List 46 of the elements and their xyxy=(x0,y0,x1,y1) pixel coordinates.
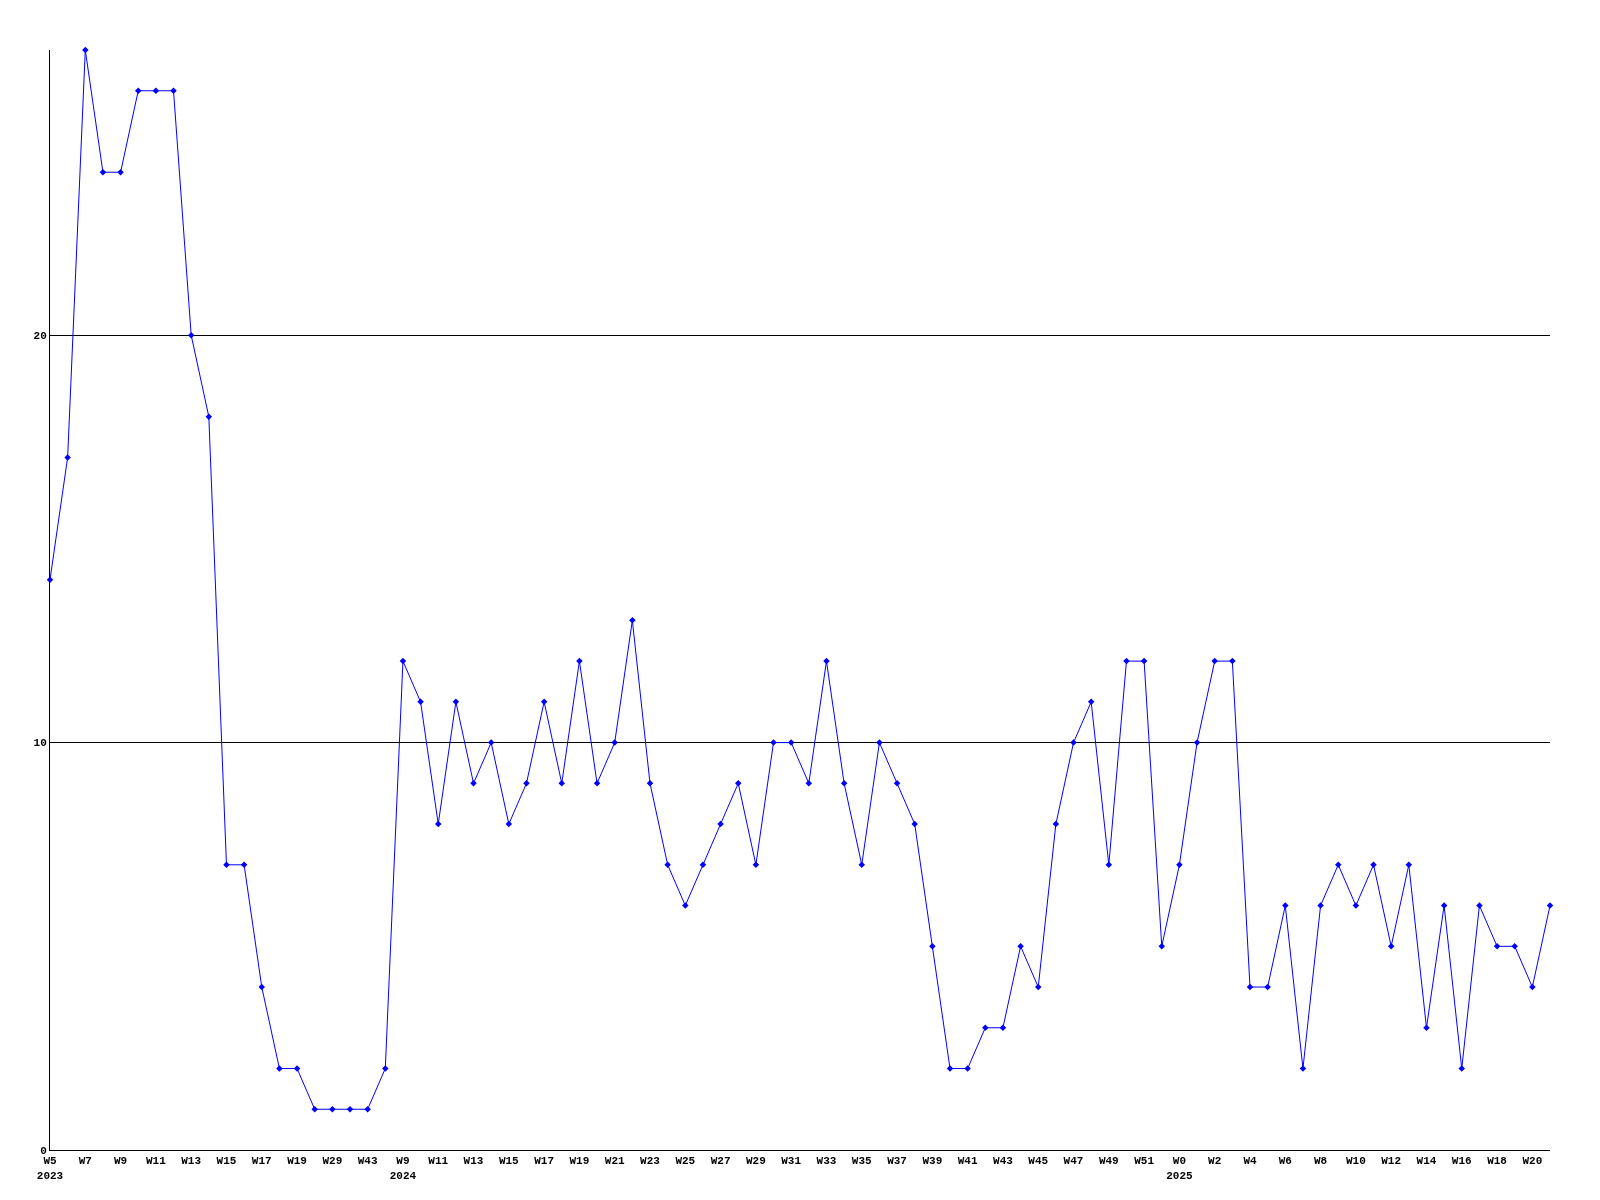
x-tick-label: W13 xyxy=(463,1155,484,1168)
x-tick-label: W14 xyxy=(1416,1155,1437,1168)
x-tick-label: W33 xyxy=(816,1155,837,1168)
x-tick-label: W16 xyxy=(1451,1155,1472,1168)
x-tick-label: W39 xyxy=(922,1155,943,1168)
x-tick-label: W15 xyxy=(216,1155,237,1168)
x-tick-label: W19 xyxy=(287,1155,307,1168)
x-tick-label: W9 xyxy=(113,1155,128,1168)
x-tick-label: W29 xyxy=(745,1155,766,1168)
x-tick-label: W11 xyxy=(145,1155,167,1168)
x-tick-label: W7 xyxy=(78,1155,92,1168)
x-tick-label: W51 xyxy=(1134,1155,1155,1168)
x-tick-label: W6 xyxy=(1278,1155,1292,1168)
x-tick-label: W43 xyxy=(993,1155,1014,1168)
x-tick-label: W5 2023 xyxy=(36,1155,64,1182)
x-tick-label: W27 xyxy=(710,1155,731,1168)
x-tick-label: W35 xyxy=(851,1155,873,1168)
x-tick-label: W29 xyxy=(322,1155,343,1168)
x-tick-label: W0 2025 xyxy=(1166,1155,1194,1182)
x-tick-label: W47 xyxy=(1063,1155,1084,1168)
x-tick-label: W2 xyxy=(1208,1155,1222,1168)
x-tick-label: W17 xyxy=(251,1155,272,1168)
x-tick-label: W41 xyxy=(957,1155,978,1168)
y-tick-label: 20 xyxy=(33,330,47,343)
x-tick-label: W12 xyxy=(1381,1155,1402,1168)
y-tick-label: 10 xyxy=(33,737,47,750)
x-tick-label: W25 xyxy=(675,1155,696,1168)
y-tick-label: 0 xyxy=(40,1144,47,1157)
x-tick-label: W13 xyxy=(181,1155,202,1168)
x-tick-label: W37 xyxy=(887,1155,907,1168)
x-tick-label: W15 xyxy=(498,1155,520,1168)
x-tick-label: W9 2024 xyxy=(389,1155,417,1182)
x-tick-label: W43 xyxy=(357,1155,378,1168)
x-tick-label: W19 xyxy=(569,1155,590,1168)
x-tick-label: W11 xyxy=(428,1155,449,1168)
x-tick-label: W45 xyxy=(1028,1155,1049,1168)
x-tick-label: W18 xyxy=(1487,1155,1508,1168)
x-tick-label: W10 xyxy=(1345,1155,1366,1168)
x-tick-label: W4 xyxy=(1243,1155,1257,1168)
x-tick-label: W31 xyxy=(781,1155,802,1168)
x-tick-label: W23 xyxy=(640,1155,661,1168)
x-tick-label: W49 xyxy=(1098,1155,1119,1168)
x-tick-label: W17 xyxy=(534,1155,555,1168)
x-tick-label: W21 xyxy=(604,1155,626,1168)
x-tick-label: W20 xyxy=(1522,1155,1543,1168)
x-tick-label: W8 xyxy=(1313,1155,1328,1168)
